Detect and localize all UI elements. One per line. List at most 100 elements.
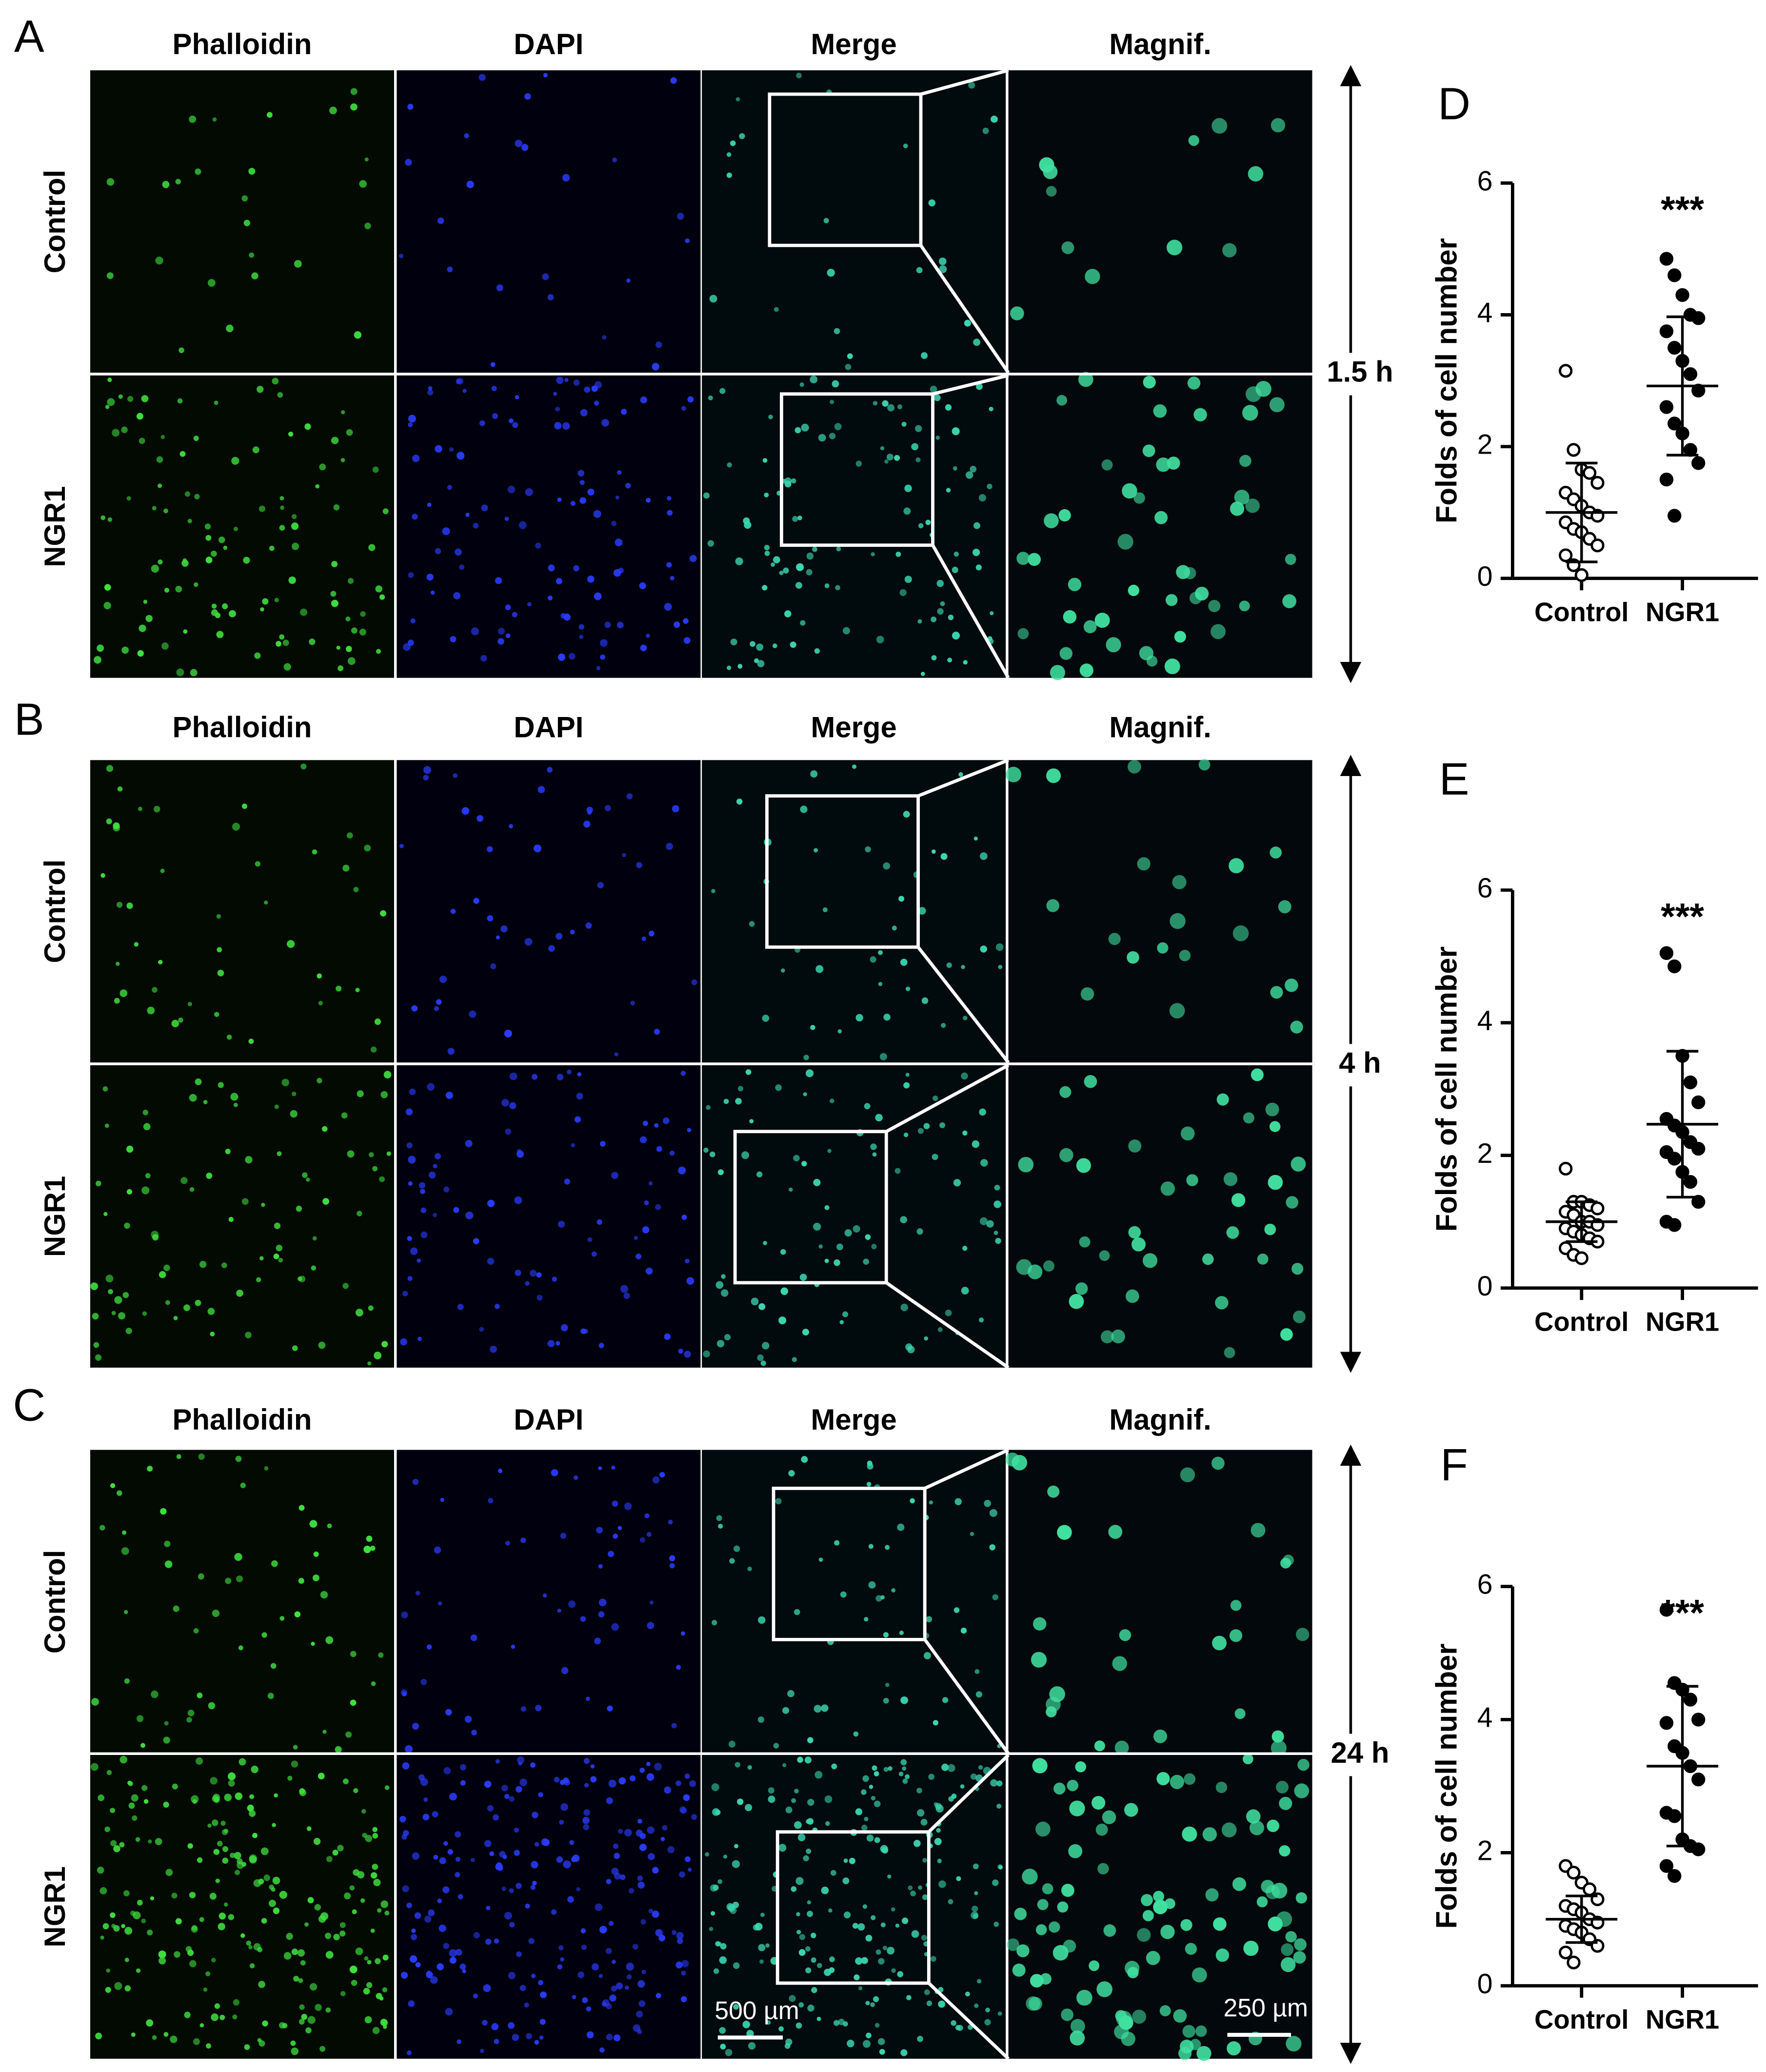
cell	[1270, 846, 1282, 859]
cell	[537, 1980, 543, 1986]
cell	[1221, 1822, 1237, 1838]
cell	[428, 1909, 435, 1916]
cell	[142, 1311, 147, 1316]
cell	[313, 1551, 319, 1557]
cell	[810, 1025, 815, 1030]
cell	[325, 1636, 334, 1644]
cell	[684, 1773, 690, 1779]
cell	[570, 930, 575, 935]
cell	[318, 1000, 323, 1006]
cell	[1014, 1908, 1027, 1920]
cell	[636, 2011, 643, 2018]
cell	[245, 1332, 252, 1338]
cell	[1193, 408, 1207, 422]
cell	[947, 657, 952, 663]
cell	[271, 1560, 278, 1567]
cell	[233, 526, 238, 532]
cell	[751, 1297, 759, 1306]
cell	[801, 423, 809, 432]
cell	[528, 1938, 535, 1944]
cell	[624, 1985, 629, 1990]
cell	[900, 1696, 908, 1704]
data-point	[1567, 1955, 1581, 1970]
cell	[828, 1908, 833, 1913]
cell	[290, 1110, 298, 1118]
cell	[612, 1959, 616, 1964]
cell	[171, 1019, 179, 1028]
cell	[234, 1553, 242, 1561]
cell	[524, 2002, 529, 2008]
cell	[1016, 1944, 1030, 1957]
cell	[443, 1943, 450, 1949]
cell	[939, 1122, 946, 1129]
cell	[887, 404, 895, 412]
cell	[830, 399, 834, 404]
cell	[775, 1084, 782, 1091]
cell	[508, 1972, 516, 1979]
x-tick-label: Control	[1534, 598, 1628, 627]
cell	[883, 1697, 889, 1704]
cell	[174, 1951, 180, 1958]
cell	[621, 409, 627, 415]
cell	[873, 401, 878, 406]
cell	[799, 1274, 807, 1281]
cell	[305, 2027, 312, 2033]
zoom-line	[924, 1448, 1010, 1490]
cell	[814, 1705, 822, 1713]
cell	[888, 1766, 893, 1771]
cell	[639, 582, 646, 590]
cell	[655, 1929, 663, 1937]
cell	[335, 1746, 342, 1753]
cell	[456, 378, 464, 385]
cell	[226, 1035, 232, 1040]
column-header: Magnif.	[1109, 711, 1211, 744]
cell	[493, 1814, 499, 1821]
cell	[1057, 1525, 1072, 1540]
cell	[676, 1665, 681, 1670]
cell	[184, 491, 191, 497]
cell	[796, 73, 802, 79]
cell	[534, 844, 542, 853]
cell	[617, 470, 622, 475]
cell	[143, 1799, 149, 1804]
cell	[90, 1282, 99, 1290]
cell	[382, 508, 389, 515]
cell	[309, 1983, 317, 1991]
cell	[638, 2000, 646, 2007]
cell	[271, 1887, 276, 1892]
cell	[560, 613, 566, 619]
cell	[867, 1463, 873, 1470]
cell	[141, 1918, 146, 1924]
cell	[105, 404, 110, 409]
cell	[107, 378, 112, 382]
cell	[509, 1888, 514, 1893]
cell	[733, 1545, 740, 1552]
cell	[1213, 1917, 1227, 1931]
cell	[543, 73, 548, 78]
cell	[1239, 455, 1251, 467]
cell	[608, 1779, 616, 1788]
cell	[935, 435, 940, 440]
data-point	[1691, 1713, 1706, 1727]
scale-bar-label: 250 µm	[1224, 1993, 1308, 2022]
cell	[662, 1825, 668, 1831]
cell	[331, 561, 338, 567]
cell	[221, 1262, 227, 1268]
cell	[898, 1772, 904, 1776]
cell	[710, 1884, 717, 1892]
cell	[1033, 1617, 1047, 1631]
cell	[880, 446, 885, 451]
cell	[536, 1295, 543, 1301]
cell	[353, 887, 359, 893]
cell	[637, 1980, 645, 1988]
cell	[891, 1907, 895, 1912]
cell	[1170, 913, 1186, 929]
cell	[951, 1793, 957, 1799]
cell	[726, 152, 732, 157]
cell	[1037, 1899, 1049, 1911]
cell	[849, 1857, 855, 1864]
cell	[878, 1958, 885, 1965]
row-label: Control	[39, 1550, 71, 1654]
cell	[362, 1833, 367, 1838]
micrograph	[702, 1065, 1006, 1368]
